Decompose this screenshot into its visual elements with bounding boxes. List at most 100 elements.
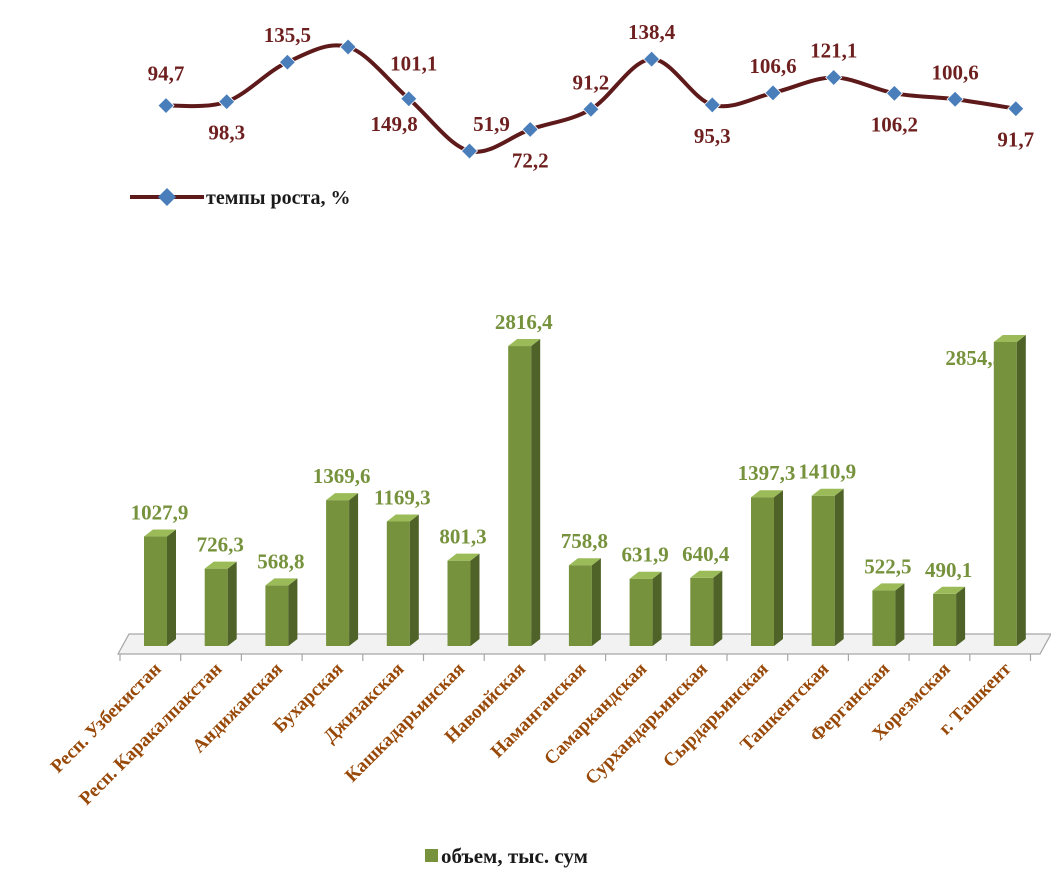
category-label: Респ. Узбекистан bbox=[47, 659, 166, 778]
category-ticks bbox=[119, 654, 1032, 661]
line-data-label: 138,4 bbox=[628, 20, 676, 44]
bar-data-label: 801,3 bbox=[439, 525, 486, 549]
bar-data-label: 522,5 bbox=[864, 554, 911, 578]
bar bbox=[326, 500, 350, 646]
line-marker bbox=[157, 96, 175, 115]
line-marker bbox=[1007, 100, 1025, 118]
bar bbox=[933, 593, 957, 646]
bar bbox=[811, 495, 835, 646]
bar-data-label: 490,1 bbox=[925, 558, 972, 582]
line-data-label: 100,6 bbox=[931, 60, 978, 84]
bar bbox=[751, 497, 774, 646]
line-marker bbox=[278, 53, 296, 71]
line-data-label: 135,5 bbox=[264, 23, 311, 47]
line-marker bbox=[703, 96, 721, 114]
bar-side bbox=[227, 561, 237, 646]
line-marker bbox=[885, 84, 903, 102]
bar-data-label: 758,8 bbox=[561, 529, 608, 553]
bar-side bbox=[470, 553, 480, 646]
bar-legend: объем, тыс. сум bbox=[425, 844, 588, 868]
line-data-label: 101,1 bbox=[390, 52, 437, 76]
line-marker bbox=[643, 50, 661, 68]
bar-top bbox=[265, 578, 298, 586]
bar bbox=[204, 568, 228, 646]
line-data-label: 51,9 bbox=[473, 112, 510, 136]
bar-side bbox=[652, 571, 662, 646]
bar-top bbox=[204, 561, 237, 569]
bar-data-label: 726,3 bbox=[197, 533, 244, 557]
bar-top bbox=[629, 571, 662, 579]
bar bbox=[265, 585, 289, 646]
bar-side bbox=[1016, 335, 1026, 646]
line-data-label: 94,7 bbox=[148, 62, 185, 86]
bar bbox=[629, 578, 653, 646]
bar-top bbox=[993, 335, 1026, 342]
bar-top bbox=[933, 586, 966, 594]
bar-top bbox=[326, 493, 359, 501]
bar-side bbox=[167, 529, 176, 646]
line-marker bbox=[400, 90, 418, 108]
bar-side bbox=[895, 583, 905, 646]
bar-data-label: 1027,9 bbox=[131, 501, 189, 525]
line-data-label: 149,8 bbox=[370, 112, 417, 136]
bar-side bbox=[531, 339, 541, 646]
bar-top bbox=[872, 583, 905, 591]
bar bbox=[993, 342, 1017, 646]
bar-side bbox=[774, 490, 783, 646]
line-marker bbox=[460, 142, 479, 160]
bar-legend-label: объем, тыс. сум bbox=[441, 844, 588, 868]
line-data-label: 106,6 bbox=[749, 54, 796, 78]
line-data-label: 121,1 bbox=[810, 38, 857, 62]
line-data-label: 91,2 bbox=[573, 70, 610, 94]
bar-data-label: 1410,9 bbox=[798, 460, 856, 484]
bar-side bbox=[956, 586, 966, 646]
bar-legend-swatch bbox=[425, 849, 438, 862]
bar-data-label: 631,9 bbox=[621, 543, 668, 567]
line-marker bbox=[521, 120, 539, 139]
line-legend-label: темпы роста, % bbox=[206, 187, 351, 209]
bar-side bbox=[288, 578, 298, 646]
line-legend: темпы роста, % bbox=[130, 187, 351, 209]
bar-top bbox=[508, 339, 541, 347]
category-label: Сырдарьинская bbox=[659, 659, 772, 772]
bar-data-label: 1169,3 bbox=[374, 485, 431, 509]
growth-rate-markers bbox=[157, 38, 1025, 160]
bar-side bbox=[713, 570, 723, 646]
bar-top bbox=[447, 553, 480, 561]
bar-data-label: 2816,4 bbox=[495, 310, 553, 334]
bars bbox=[144, 335, 1026, 646]
bar bbox=[144, 536, 167, 646]
bar bbox=[447, 560, 471, 646]
line-data-label: 91,7 bbox=[997, 128, 1034, 152]
line-data-label: 72,2 bbox=[512, 148, 549, 172]
line-marker bbox=[339, 38, 357, 56]
bar-top bbox=[144, 529, 176, 537]
line-marker bbox=[582, 100, 600, 118]
growth-rate-data-labels: 94,7 98,3 135,5 149,8 101,1 51,972,2 91,2 138,4… bbox=[148, 20, 1035, 172]
bar-data-label: 1369,6 bbox=[313, 464, 371, 488]
bar-top bbox=[386, 514, 419, 522]
bar-side bbox=[834, 488, 844, 646]
line-data-label: 106,2 bbox=[871, 112, 918, 136]
line-data-label: 98,3 bbox=[208, 121, 245, 145]
bar-data-label: 1397,3 bbox=[738, 461, 796, 485]
bar bbox=[568, 565, 592, 646]
line-legend-marker-icon bbox=[158, 188, 176, 206]
bar bbox=[872, 590, 896, 646]
growth-rate-line-chart: 94,7 98,3 135,5 149,8 101,1 51,972,2 91,2 138,4… bbox=[130, 20, 1034, 209]
bar-side bbox=[349, 493, 359, 646]
bar-top bbox=[751, 490, 783, 498]
bar-top bbox=[568, 558, 601, 566]
bar-top bbox=[811, 488, 844, 496]
bar-top bbox=[690, 570, 723, 578]
category-label: Самаркандская bbox=[540, 659, 651, 770]
bar bbox=[508, 346, 532, 646]
line-marker bbox=[764, 84, 782, 102]
line-marker bbox=[218, 93, 236, 111]
bar bbox=[386, 521, 410, 646]
